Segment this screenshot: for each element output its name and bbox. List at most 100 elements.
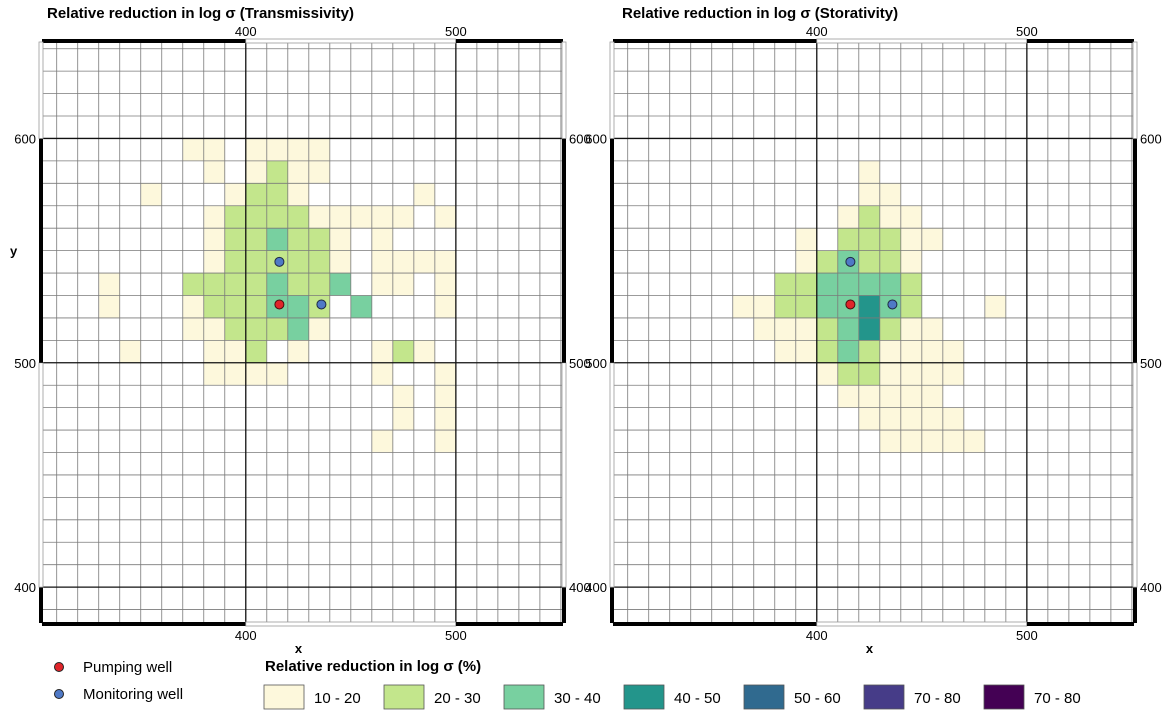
- heat-cell: [329, 228, 351, 251]
- frame-bar-left: [609, 41, 615, 139]
- heat-cell: [203, 250, 225, 274]
- heat-cell: [879, 205, 901, 229]
- heat-cell: [879, 273, 901, 296]
- heat-cell: [900, 295, 922, 318]
- heat-cell: [921, 430, 943, 453]
- panel-storativity: Relative reduction in log σ (Storativity…: [585, 5, 1161, 656]
- legend-well-label: Monitoring well: [83, 686, 183, 703]
- heat-cell: [879, 250, 901, 274]
- heat-cell: [816, 295, 838, 318]
- heat-cell: [837, 228, 859, 251]
- heat-cell: [795, 228, 817, 251]
- heat-cell: [413, 340, 435, 363]
- y-tick-label-left: 600: [14, 131, 36, 146]
- heat-cell: [98, 295, 120, 318]
- frame-bar-bottom: [42, 622, 246, 626]
- heat-cell: [308, 205, 330, 229]
- heat-cell: [203, 295, 225, 318]
- pumping-well-legend-icon: [54, 662, 64, 672]
- panel-transmissivity: Relative reduction in log σ (Transmissiv…: [10, 5, 591, 656]
- heat-cell: [900, 205, 922, 229]
- heat-cell: [774, 273, 796, 296]
- legend-swatch: [263, 684, 305, 710]
- frame-bar-bottom: [1026, 622, 1134, 626]
- heat-cell: [224, 250, 246, 274]
- heat-cell: [203, 317, 225, 341]
- heat-cell: [837, 385, 859, 408]
- heat-cell: [329, 205, 351, 229]
- heat-cell: [245, 273, 267, 296]
- heat-cell: [287, 250, 309, 274]
- frame-bar-bottom: [245, 621, 457, 627]
- heat-cell: [732, 295, 754, 318]
- heat-cell: [308, 273, 330, 296]
- y-tick-label-left: 500: [14, 356, 36, 371]
- heat-cell: [434, 430, 456, 453]
- heat-cell: [753, 295, 775, 318]
- heat-cell: [287, 295, 309, 318]
- grid-lines: [42, 42, 563, 623]
- y-tick-label-right: 400: [1140, 580, 1162, 595]
- heat-cell: [879, 183, 901, 206]
- heat-cell: [203, 160, 225, 184]
- heat-cell: [224, 273, 246, 296]
- heat-cell: [287, 160, 309, 184]
- map-frame: [609, 38, 1138, 627]
- frame-bar-right: [562, 138, 566, 363]
- heat-cell: [900, 362, 922, 386]
- heat-cell: [98, 273, 120, 296]
- y-tick-label-right: 500: [1140, 356, 1162, 371]
- frame-bar-left: [38, 41, 44, 139]
- heat-cell: [350, 205, 372, 229]
- heat-cell: [858, 183, 880, 206]
- heat-cell: [921, 385, 943, 408]
- heat-cell: [371, 430, 393, 453]
- heat-cell: [203, 340, 225, 363]
- heat-cell: [963, 430, 985, 453]
- monitoring-well-marker: [316, 299, 327, 310]
- frame-bar-bottom: [613, 622, 817, 626]
- x-tick-label-bottom: 500: [1016, 628, 1038, 643]
- frame-bar-right: [1133, 138, 1137, 363]
- heat-cell: [942, 362, 964, 386]
- heat-cell: [879, 385, 901, 408]
- heat-cell: [224, 317, 246, 341]
- heat-cell: [795, 250, 817, 274]
- heat-cell: [287, 228, 309, 251]
- heat-cell: [329, 273, 351, 296]
- heat-cell: [837, 317, 859, 341]
- y-tick-label-left: 500: [585, 356, 607, 371]
- panel-title: Relative reduction in log σ (Transmissiv…: [47, 5, 354, 22]
- heat-cell: [329, 250, 351, 274]
- x-tick-label-bottom: 500: [445, 628, 467, 643]
- legend-item-label: 70 - 80: [914, 690, 961, 707]
- heat-cell: [140, 183, 162, 206]
- heat-cell: [266, 138, 288, 161]
- heat-cell: [921, 228, 943, 251]
- frame-bar-top: [455, 39, 563, 43]
- heat-cell: [858, 317, 880, 341]
- monitoring-well-marker: [274, 256, 285, 267]
- heat-cell: [245, 205, 267, 229]
- heat-cell: [392, 273, 414, 296]
- heat-cell: [858, 160, 880, 184]
- heat-cell: [434, 385, 456, 408]
- heat-cell: [308, 138, 330, 161]
- heat-cell: [245, 362, 267, 386]
- legend-item-label: 70 - 80: [1034, 690, 1081, 707]
- heat-cell: [182, 273, 204, 296]
- heat-cell: [203, 362, 225, 386]
- x-tick-label-top: 500: [1016, 24, 1038, 39]
- y-tick-label-right: 500: [569, 356, 591, 371]
- heat-cell: [266, 183, 288, 206]
- heat-cell: [434, 250, 456, 274]
- legend-item-label: 30 - 40: [554, 690, 601, 707]
- frame-bar-left: [609, 362, 615, 588]
- heat-cell: [753, 317, 775, 341]
- heat-cell: [392, 205, 414, 229]
- heat-cell: [371, 362, 393, 386]
- y-tick-label-right: 600: [1140, 131, 1162, 146]
- heat-cell: [308, 160, 330, 184]
- heat-cell: [350, 295, 372, 318]
